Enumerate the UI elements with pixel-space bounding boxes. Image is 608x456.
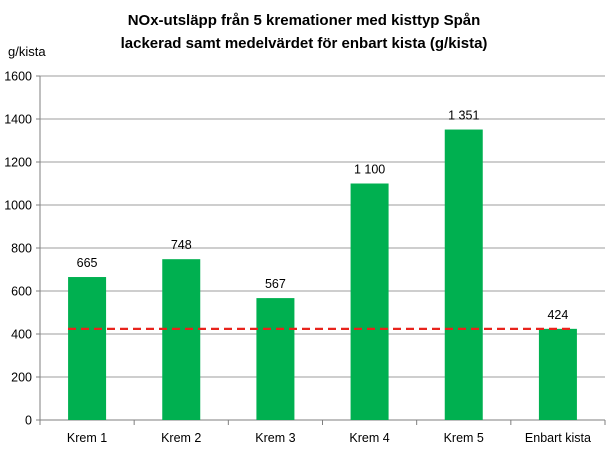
data-label: 424	[547, 308, 568, 322]
y-tick-label: 0	[25, 414, 32, 428]
x-tick-label: Krem 5	[444, 431, 484, 445]
bar	[162, 259, 201, 420]
chart-title-line-1: NOx-utsläpp från 5 kremationer med kistt…	[127, 12, 481, 29]
data-label: 567	[265, 277, 286, 291]
data-label: 1 100	[354, 163, 385, 177]
y-tick-label: 1200	[4, 156, 32, 170]
bar	[68, 277, 107, 420]
bar	[256, 298, 295, 420]
x-tick-label: Krem 3	[255, 431, 295, 445]
data-label: 665	[77, 256, 98, 270]
y-tick-label: 1400	[4, 113, 32, 127]
bar	[444, 129, 483, 420]
x-tick-label: Krem 4	[349, 431, 389, 445]
x-tick-label: Enbart kista	[525, 431, 591, 445]
x-tick-label: Krem 2	[161, 431, 201, 445]
y-axis-label: g/kista	[8, 44, 46, 59]
y-tick-label: 800	[11, 242, 32, 256]
bar	[538, 328, 577, 420]
y-tick-label: 200	[11, 371, 32, 385]
data-label: 748	[171, 238, 192, 252]
x-tick-label: Krem 1	[67, 431, 107, 445]
chart-title-line-2: lackerad samt medelvärdet för enbart kis…	[120, 35, 488, 52]
y-tick-label: 400	[11, 328, 32, 342]
y-tick-label: 1000	[4, 199, 32, 213]
y-tick-label: 1600	[4, 70, 32, 84]
y-tick-label: 600	[11, 285, 32, 299]
data-label: 1 351	[448, 109, 479, 123]
bar	[350, 183, 389, 420]
